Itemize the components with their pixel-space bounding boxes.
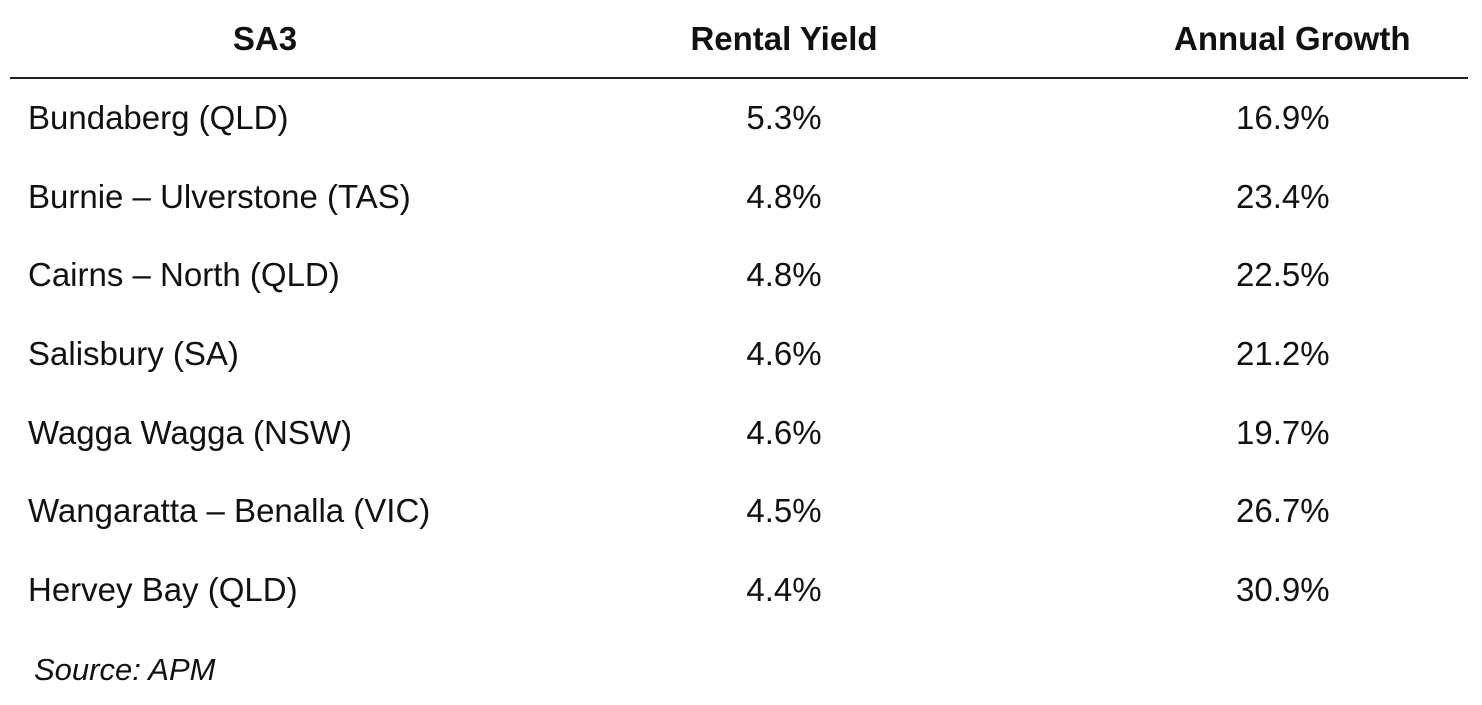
cell-annual-growth: 26.7% <box>1236 492 1330 530</box>
cell-area: Cairns – North (QLD) <box>28 256 340 294</box>
header-annual-growth: Annual Growth <box>1064 0 1468 79</box>
table-row: Hervey Bay (QLD) 4.4% 30.9% <box>10 551 1468 630</box>
table-row: Wagga Wagga (NSW) 4.6% 19.7% <box>10 393 1468 472</box>
cell-annual-growth: 19.7% <box>1236 413 1330 451</box>
cell-rental-yield: 4.8% <box>746 177 822 215</box>
table-row: Burnie – Ulverstone (TAS) 4.8% 23.4% <box>10 158 1468 237</box>
header-rental-yield: Rental Yield <box>480 0 1064 79</box>
cell-annual-growth: 30.9% <box>1236 570 1330 608</box>
header-sa3: SA3 <box>10 0 480 79</box>
table-body: Bundaberg (QLD) 5.3% 16.9% Burnie – Ulve… <box>10 78 1468 629</box>
cell-area: Salisbury (SA) <box>28 335 239 373</box>
table-row: Wangaratta – Benalla (VIC) 4.5% 26.7% <box>10 472 1468 551</box>
cell-area: Wangaratta – Benalla (VIC) <box>28 492 431 530</box>
cell-annual-growth: 21.2% <box>1236 335 1330 373</box>
cell-area: Bundaberg (QLD) <box>28 99 289 137</box>
cell-rental-yield: 4.8% <box>746 256 822 294</box>
cell-rental-yield: 4.6% <box>746 413 822 451</box>
table-row: Cairns – North (QLD) 4.8% 22.5% <box>10 236 1468 315</box>
cell-rental-yield: 4.4% <box>746 570 822 608</box>
table-header: SA3 Rental Yield Annual Growth <box>10 0 1468 79</box>
cell-rental-yield: 4.5% <box>746 492 822 530</box>
table-row: Bundaberg (QLD) 5.3% 16.9% <box>10 78 1468 158</box>
cell-rental-yield: 5.3% <box>746 99 822 137</box>
cell-area: Hervey Bay (QLD) <box>28 570 298 608</box>
cell-annual-growth: 23.4% <box>1236 177 1330 215</box>
cell-annual-growth: 22.5% <box>1236 256 1330 294</box>
cell-rental-yield: 4.6% <box>746 335 822 373</box>
rental-yield-table: SA3 Rental Yield Annual Growth Bundaberg… <box>10 0 1468 629</box>
cell-annual-growth: 16.9% <box>1236 99 1330 137</box>
cell-area: Wagga Wagga (NSW) <box>28 413 352 451</box>
source-note: Source: APM <box>34 652 216 687</box>
cell-area: Burnie – Ulverstone (TAS) <box>28 177 411 215</box>
table-row: Salisbury (SA) 4.6% 21.2% <box>10 315 1468 394</box>
header-row: SA3 Rental Yield Annual Growth <box>10 0 1468 79</box>
